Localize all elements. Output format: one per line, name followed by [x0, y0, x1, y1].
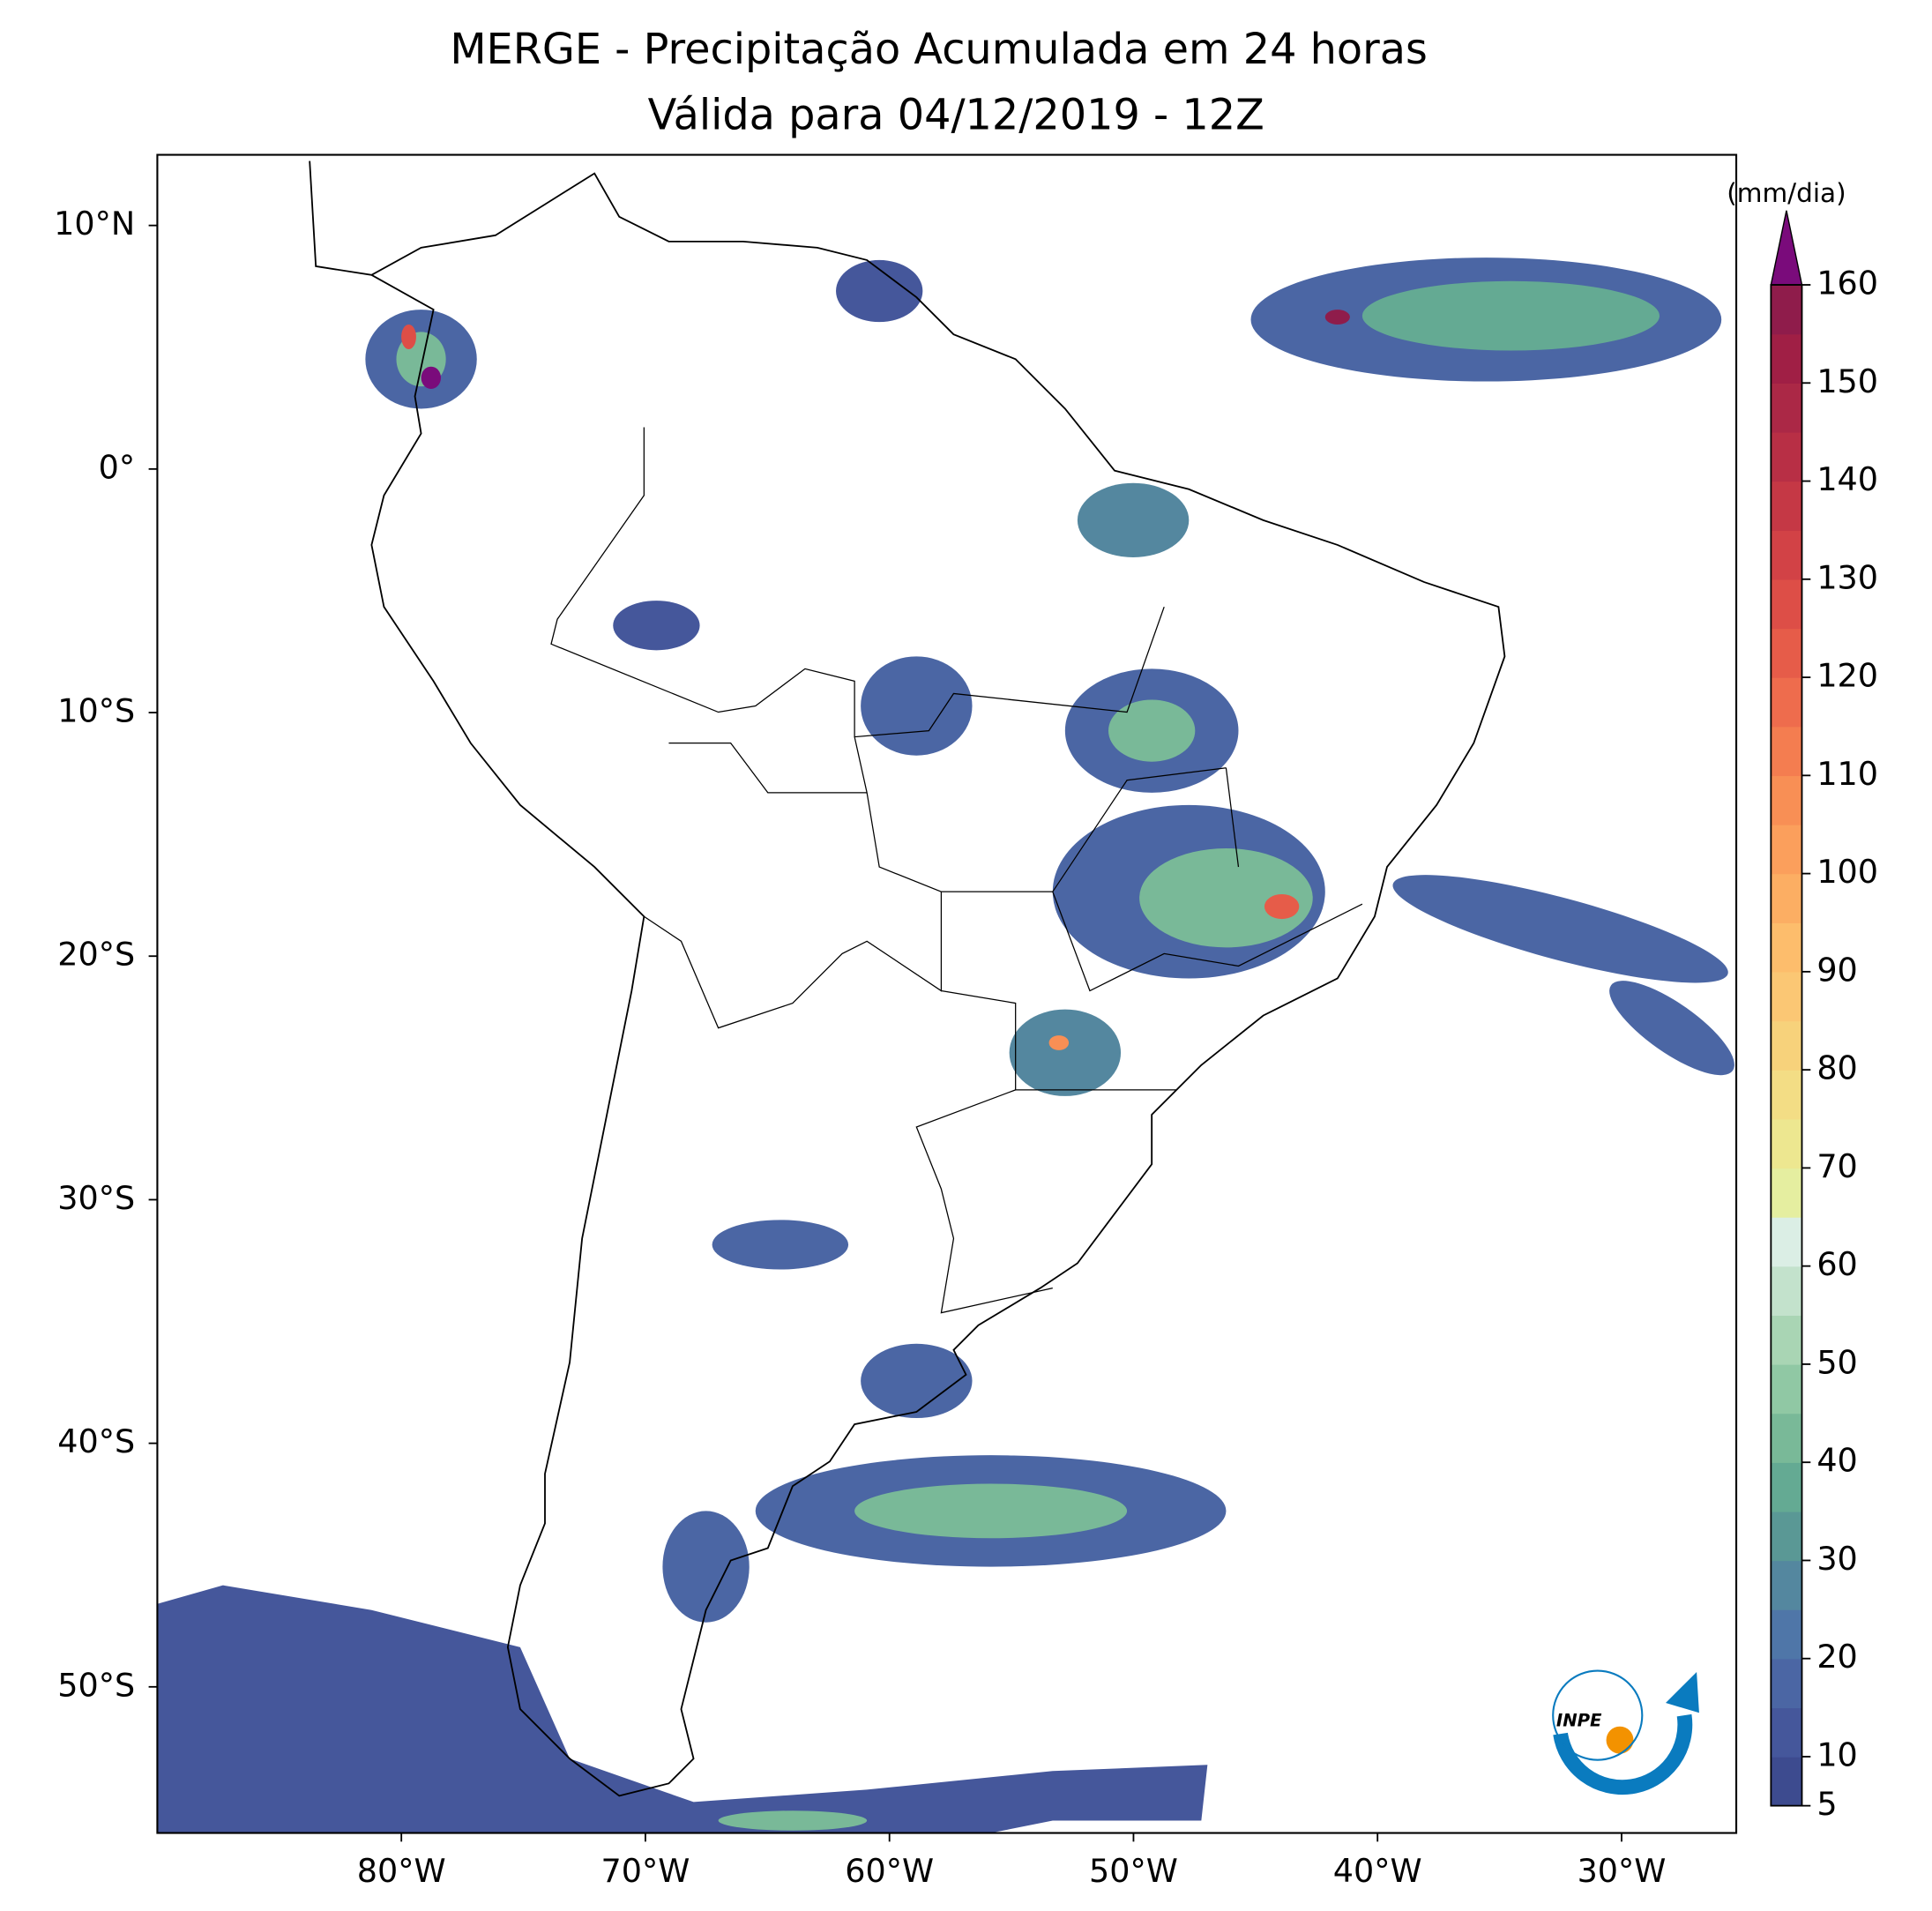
colorbar-band [1771, 383, 1802, 433]
colorbar-band [1771, 1363, 1802, 1415]
x-tick-label: 50°W [1089, 1852, 1178, 1890]
colorbar-band [1771, 873, 1802, 923]
colorbar-band [1771, 824, 1802, 875]
colorbar-frame [1770, 284, 1803, 1807]
colorbar-band [1771, 1609, 1802, 1660]
colorbar-band [1771, 1658, 1802, 1709]
colorbar-band [1771, 431, 1802, 482]
colorbar-band [1771, 530, 1802, 580]
precipitation-field [157, 258, 1734, 1833]
colorbar-band [1771, 775, 1802, 825]
colorbar-band [1771, 971, 1802, 1022]
colorbar-band [1771, 1707, 1802, 1758]
y-tick-label: 50°S [57, 1666, 135, 1704]
colorbar-band [1771, 579, 1802, 630]
colorbar-tick-label: 40 [1816, 1442, 1857, 1480]
colorbar-band [1771, 1413, 1802, 1463]
inpe-logo: INPE [1552, 1669, 1699, 1795]
colorbar-tick-label: 10 [1816, 1736, 1857, 1773]
colorbar-band [1771, 481, 1802, 531]
colorbar-band [1771, 1168, 1802, 1218]
colorbar-tick-label: 30 [1816, 1540, 1857, 1578]
colorbar-tick-label: 5 [1816, 1785, 1837, 1823]
colorbar-tick-label: 50 [1816, 1343, 1857, 1381]
x-tick-label: 40°W [1333, 1852, 1422, 1890]
y-tick-label: 10°S [57, 692, 135, 730]
colorbar-band [1771, 1020, 1802, 1071]
x-tick-label: 80°W [357, 1852, 446, 1890]
colorbar-band [1771, 1217, 1802, 1267]
map-frame [156, 153, 1738, 1834]
title: MERGE - Precipitação Acumulada em 24 hor… [450, 26, 1428, 74]
colorbar-band [1771, 1118, 1802, 1169]
colorbar-band [1771, 285, 1802, 335]
y-tick-label: 0° [99, 448, 135, 486]
coastline [309, 160, 1506, 1797]
colorbar-band [1771, 1315, 1802, 1365]
colorbar-band [1771, 1511, 1802, 1562]
colorbar-tick-label: 60 [1816, 1245, 1857, 1283]
colorbar-extension [1770, 210, 1803, 286]
colorbar-band [1771, 1265, 1802, 1317]
colorbar-tick-label: 70 [1816, 1147, 1857, 1185]
x-tick-label: 60°W [845, 1852, 934, 1890]
colorbar-tick-label: 110 [1816, 755, 1878, 793]
colorbar-band [1771, 1462, 1802, 1512]
colorbar-band [1771, 628, 1802, 678]
colorbar-band [1771, 1756, 1802, 1807]
x-tick-label: 70°W [601, 1852, 690, 1890]
colorbar-tick-label: 140 [1816, 460, 1878, 498]
x-tick-label: 30°W [1578, 1852, 1667, 1890]
colorbar-band [1771, 677, 1802, 728]
y-tick-label: 10°N [54, 205, 135, 243]
colorbar-band [1771, 922, 1802, 973]
colorbar-tick-label: 20 [1816, 1638, 1857, 1676]
colorbar-tick-label: 160 [1816, 265, 1878, 302]
subtitle: Válida para 04/12/2019 - 12Z [648, 91, 1264, 139]
y-tick-label: 30°S [57, 1179, 135, 1217]
y-tick-label: 20°S [57, 936, 135, 974]
logo-text: INPE [1556, 1711, 1602, 1731]
colorbar-band [1771, 333, 1802, 384]
colorbar-band [1771, 1070, 1802, 1120]
colorbar-tick-label: 120 [1816, 657, 1878, 695]
colorbar-tick-label: 80 [1816, 1049, 1857, 1087]
colorbar-tick-label: 90 [1816, 951, 1857, 989]
colorbar-band [1771, 726, 1802, 777]
colorbar-label: (mm/dia) [1727, 178, 1846, 208]
colorbar-tick-label: 100 [1816, 853, 1878, 891]
colorbar-tick-label: 150 [1816, 362, 1878, 400]
y-tick-label: 40°S [57, 1422, 135, 1460]
colorbar-band [1771, 1560, 1802, 1610]
colorbar-tick-label: 130 [1816, 558, 1878, 596]
